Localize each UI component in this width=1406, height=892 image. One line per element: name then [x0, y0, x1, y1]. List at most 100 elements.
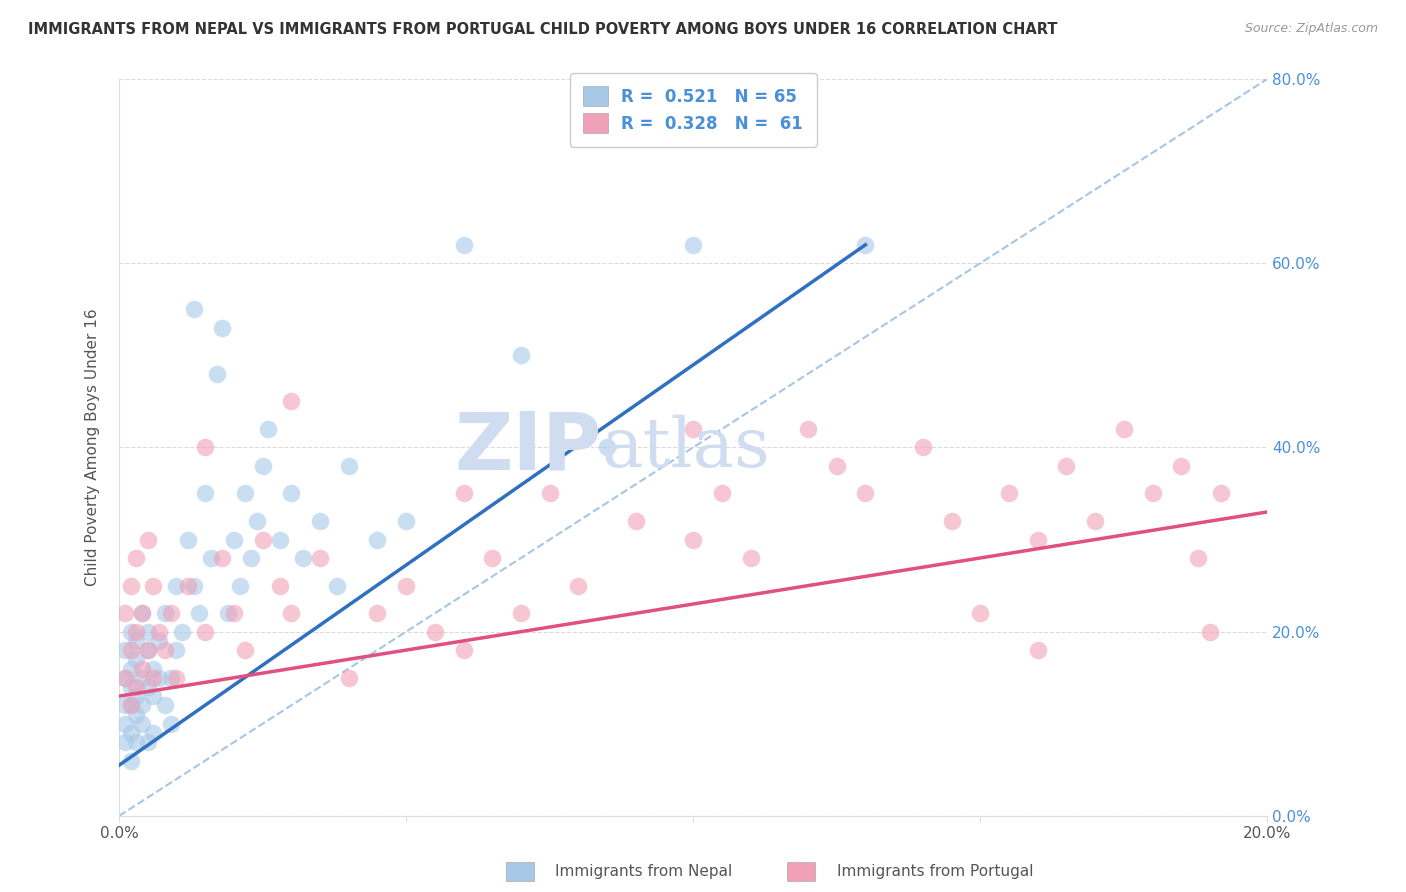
Point: [222, 606, 245, 620]
Point: [136, 533, 159, 547]
Point: [172, 624, 194, 639]
Point: [142, 671, 165, 685]
Point: [194, 624, 217, 639]
Point: [114, 671, 136, 685]
Point: [120, 624, 142, 639]
Point: [1112, 422, 1135, 436]
Point: [269, 579, 291, 593]
Point: [366, 533, 388, 547]
Point: [120, 698, 142, 713]
Point: [269, 533, 291, 547]
Point: [682, 237, 704, 252]
Point: [395, 514, 418, 528]
Point: [624, 514, 647, 528]
Point: [153, 698, 176, 713]
Point: [1211, 486, 1233, 500]
Point: [1084, 514, 1107, 528]
Point: [183, 302, 205, 317]
Point: [911, 441, 934, 455]
Text: IMMIGRANTS FROM NEPAL VS IMMIGRANTS FROM PORTUGAL CHILD POVERTY AMONG BOYS UNDER: IMMIGRANTS FROM NEPAL VS IMMIGRANTS FROM…: [28, 22, 1057, 37]
Point: [710, 486, 733, 500]
Point: [166, 643, 188, 657]
Point: [166, 671, 188, 685]
Point: [200, 551, 222, 566]
Point: [211, 320, 233, 334]
Point: [211, 551, 233, 566]
Point: [114, 606, 136, 620]
Text: Immigrants from Nepal: Immigrants from Nepal: [555, 863, 733, 879]
Point: [538, 486, 561, 500]
Point: [257, 422, 280, 436]
Point: [159, 606, 181, 620]
Point: [682, 533, 704, 547]
Y-axis label: Child Poverty Among Boys Under 16: Child Poverty Among Boys Under 16: [86, 309, 100, 586]
Point: [969, 606, 991, 620]
Point: [395, 579, 418, 593]
Point: [337, 671, 360, 685]
Point: [252, 458, 274, 473]
Point: [120, 680, 142, 694]
Point: [159, 716, 181, 731]
Point: [136, 643, 159, 657]
Point: [183, 579, 205, 593]
Point: [217, 606, 239, 620]
Point: [120, 661, 142, 675]
Point: [1054, 458, 1077, 473]
Point: [125, 652, 148, 666]
Point: [148, 633, 170, 648]
Point: [120, 698, 142, 713]
Point: [240, 551, 263, 566]
Point: [159, 671, 181, 685]
Point: [142, 726, 165, 740]
Point: [1170, 458, 1192, 473]
Text: atlas: atlas: [602, 414, 770, 481]
Point: [120, 726, 142, 740]
Text: Source: ZipAtlas.com: Source: ZipAtlas.com: [1244, 22, 1378, 36]
Point: [177, 579, 200, 593]
Point: [131, 698, 153, 713]
Point: [114, 643, 136, 657]
Point: [280, 394, 302, 409]
Point: [1026, 533, 1049, 547]
Point: [309, 514, 332, 528]
Point: [740, 551, 762, 566]
Point: [453, 237, 475, 252]
Point: [510, 348, 533, 362]
Point: [252, 533, 274, 547]
Point: [855, 486, 877, 500]
Point: [153, 643, 176, 657]
Point: [125, 689, 148, 703]
Point: [136, 643, 159, 657]
Point: [114, 698, 136, 713]
Point: [291, 551, 314, 566]
Point: [125, 707, 148, 722]
Point: [567, 579, 589, 593]
Point: [114, 671, 136, 685]
Point: [998, 486, 1021, 500]
Point: [825, 458, 848, 473]
Point: [114, 735, 136, 749]
Legend: R =  0.521   N = 65, R =  0.328   N =  61: R = 0.521 N = 65, R = 0.328 N = 61: [569, 72, 817, 146]
Point: [423, 624, 446, 639]
Point: [142, 579, 165, 593]
Point: [125, 624, 148, 639]
Point: [309, 551, 332, 566]
Point: [125, 633, 148, 648]
Point: [120, 643, 142, 657]
Text: ZIP: ZIP: [454, 409, 602, 486]
Point: [228, 579, 250, 593]
Point: [682, 422, 704, 436]
Point: [125, 551, 148, 566]
Point: [131, 716, 153, 731]
Point: [205, 367, 228, 381]
Point: [222, 533, 245, 547]
Point: [855, 237, 877, 252]
Point: [510, 606, 533, 620]
Point: [280, 486, 302, 500]
Point: [194, 486, 217, 500]
Point: [235, 643, 257, 657]
Point: [235, 486, 257, 500]
Point: [142, 689, 165, 703]
Point: [148, 671, 170, 685]
Point: [1187, 551, 1209, 566]
